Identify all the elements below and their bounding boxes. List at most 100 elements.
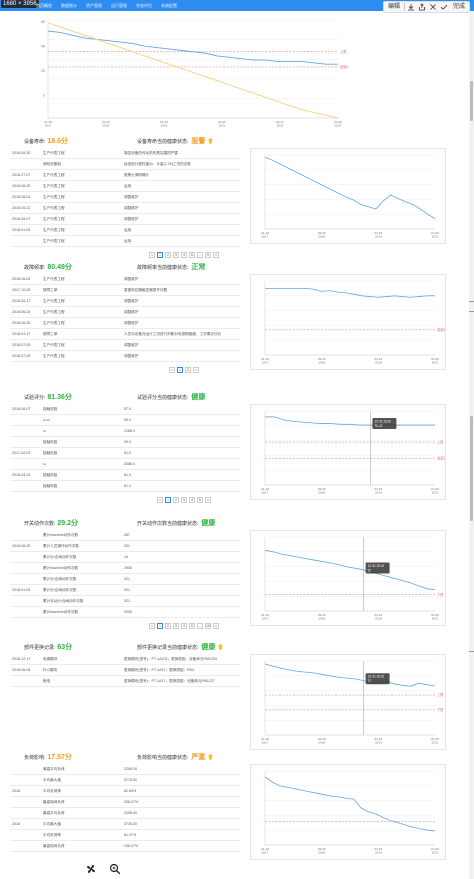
page-prev-button[interactable]: < — [149, 252, 155, 258]
table-row[interactable]: 2017-02-03 接触电阻 61.0 — [10, 448, 240, 459]
table-row[interactable]: 2018-06-28 生产代表工程 运用 — [10, 181, 240, 192]
nav-item-2[interactable]: 资产管理 — [86, 3, 102, 8]
table-row[interactable]: 平均最大值 3775.00 — [10, 775, 240, 786]
page-next-button[interactable]: > — [213, 252, 219, 258]
table-row[interactable]: 累计分/合闸动作次数 321 — [10, 574, 240, 585]
table-row[interactable]: 接触电阻 61.0 — [10, 481, 240, 492]
page-button[interactable]: 4 — [189, 497, 195, 503]
table-row[interactable]: 2018 平均最大值 3735.00 — [10, 819, 240, 830]
table-row[interactable]: ω-ω 59.0 — [10, 415, 240, 426]
table-row[interactable]: 2018-01-05 累计分/合闸动作次数 321 — [10, 585, 240, 596]
page-button[interactable]: ... — [197, 252, 203, 258]
series-line-0 — [264, 776, 436, 832]
done-button[interactable]: 完成 — [452, 4, 465, 10]
table-row[interactable]: 2018-06-24 生产代表工程 调整维护 — [10, 274, 240, 285]
table-row[interactable]: 2018-05-07 生产代表工程 调整维护 — [10, 214, 240, 225]
table-row[interactable]: 最高相间负荷 238.07% — [10, 797, 240, 808]
table-row[interactable]: 2018 平均负荷率 62.63% — [10, 786, 240, 797]
table-row[interactable]: 2018-03-24 接触电阻 61.0 — [10, 470, 240, 481]
page-button[interactable]: 9 — [205, 252, 211, 258]
page-button[interactable]: 2 — [173, 497, 179, 503]
x-tick-label: 03-18 2019 — [374, 231, 382, 238]
nav-item-4[interactable]: 状态评估 — [136, 3, 152, 8]
page-button[interactable]: 1 — [177, 367, 183, 373]
page-next-button[interactable]: > — [193, 367, 199, 373]
nav-item-3[interactable]: 运行管理 — [111, 3, 127, 8]
done-check-button[interactable] — [440, 3, 449, 12]
close-button[interactable] — [429, 3, 438, 12]
page-button[interactable]: 5 — [197, 497, 203, 503]
scrollbar-thumb[interactable] — [470, 81, 473, 121]
edit-button[interactable]: 编辑 — [387, 4, 400, 10]
download-button[interactable] — [407, 3, 416, 12]
table-row[interactable]: ω 2086.0 — [10, 459, 240, 470]
table-row[interactable]: 累计machine动作次数 2905 — [10, 563, 240, 574]
table-row[interactable]: 2018-07-05 生产代表工程 调整维护 — [10, 351, 240, 362]
page-button[interactable]: 2 — [185, 367, 191, 373]
table-row[interactable]: 累计machine动作次数 287 — [10, 530, 240, 541]
table-row[interactable]: 2018-06-06 PLC模块 更换模块(型号)：PT-1A12；更换原因：PM1 — [10, 665, 240, 676]
page-prev-button[interactable]: < — [169, 367, 175, 373]
page-button[interactable]: 5 — [189, 623, 195, 629]
page-button[interactable]: 4 — [181, 623, 187, 629]
y-tick-label: 20 — [41, 69, 45, 73]
zoom-search-icon[interactable] — [109, 862, 121, 875]
share-button[interactable] — [418, 3, 427, 12]
table-row[interactable]: 最高相间负荷 236.07% — [10, 841, 240, 852]
table-row[interactable]: 最高平均负荷 2208.00 — [10, 808, 240, 819]
series-line-1 — [47, 22, 339, 119]
page-button[interactable]: 3 — [181, 497, 187, 503]
table-row[interactable]: 接触电阻 59.0 — [10, 437, 240, 448]
row-type: 累计手动分/合闸动作次数 — [43, 599, 84, 603]
table-row[interactable]: 2018-06-28 累计人员操作动作次数 321 — [10, 541, 240, 552]
page-next-button[interactable]: > — [205, 497, 211, 503]
table-row[interactable]: 2018-12-17 电源模块 更换模块(型号)：PT-1A102；更换原因：设备单… — [10, 654, 240, 665]
nav-item-0[interactable]: 首页概览 — [36, 3, 52, 8]
table-row[interactable]: 2018-05-12 生产代表工程 调整维护 — [10, 203, 240, 214]
table-row[interactable]: 累计手动分/合闸动作次数 321 — [10, 596, 240, 607]
table-row[interactable]: 累计machine动作次数 2905 — [10, 607, 240, 618]
vertical-scrollbar[interactable] — [469, 11, 474, 879]
page-button[interactable]: 1 — [165, 497, 171, 503]
page-button[interactable]: 3 — [173, 252, 179, 258]
table-row[interactable]: ω 2186.0 — [10, 426, 240, 437]
page-button[interactable]: 5 — [189, 252, 195, 258]
table-row[interactable]: 2018-07-07 生产代表工程 报警计调明确计 — [10, 170, 240, 181]
page-button[interactable]: 4 — [181, 252, 187, 258]
row-type: 接触电阻 — [43, 451, 58, 455]
table-row[interactable]: 最高平均负荷 2208.00 — [10, 764, 240, 775]
table-row[interactable]: 2018-01-17 故障工单 人员对设备对运行工况进行判断对电源断路器，工况情况分… — [10, 329, 240, 340]
page-next-button[interactable]: > — [213, 623, 219, 629]
page-button[interactable]: 10 — [205, 623, 211, 629]
nav-item-1[interactable]: 数据统计 — [61, 3, 77, 8]
table-row[interactable]: 生产代表工程 运用 — [10, 236, 240, 247]
table-row[interactable]: 累计分/合闸动作次数 14 — [10, 552, 240, 563]
page-button[interactable]: 1 — [157, 623, 163, 629]
fan-icon[interactable] — [85, 862, 97, 874]
table-row[interactable]: 2018-05-17 生产代表工程 调整维护 — [10, 296, 240, 307]
table-row[interactable]: 2018-05-30 生产代表工程 操控设备的传动机构是否磨损严重 — [10, 148, 240, 159]
page-button[interactable]: ... — [197, 623, 203, 629]
row-date: 2018-06-06 — [12, 668, 31, 672]
page-button[interactable]: 2 — [165, 252, 171, 258]
table-row[interactable]: 2017-10-28 故障工单 重做电控器触发器损坏问题 — [10, 285, 240, 296]
table-row[interactable]: 2018-06-28 生产代表工程 调整维护 — [10, 318, 240, 329]
table-row[interactable]: 2018-06-07 接触电阻 57.0 — [10, 404, 240, 415]
row-detail: 调整维护 — [124, 354, 139, 358]
page-button[interactable]: 3 — [173, 623, 179, 629]
nav-item-5[interactable]: 系统配置 — [161, 3, 177, 8]
table-row[interactable]: 断电 更换模块(型号)：PT-1A17；更换原因：设备单元PM1237 — [10, 676, 240, 687]
scrollbar-thumb-secondary[interactable] — [470, 416, 473, 521]
table-row[interactable]: 2018-06-24 生产代表工程 调整维护 — [10, 192, 240, 203]
row-date: 2018-06-24 — [12, 310, 31, 314]
table-row[interactable]: 2018-07-05 生产代表工程 调整维护 — [10, 340, 240, 351]
page-button[interactable]: 2 — [165, 623, 171, 629]
page-prev-button[interactable]: < — [157, 497, 163, 503]
table-row[interactable]: 2018-06-24 生产代表工程 调整维护 — [10, 307, 240, 318]
row-detail: 61.07% — [124, 833, 137, 837]
page-prev-button[interactable]: < — [149, 623, 155, 629]
table-row[interactable]: 2018-01-05 生产代表工程 运用 — [10, 225, 240, 236]
table-row[interactable]: 两校设备制 经查统计属性值为：计量(1.25)工况的总数 — [10, 159, 240, 170]
page-button[interactable]: 1 — [157, 252, 163, 258]
table-row[interactable]: 平均负荷率 61.07% — [10, 830, 240, 841]
